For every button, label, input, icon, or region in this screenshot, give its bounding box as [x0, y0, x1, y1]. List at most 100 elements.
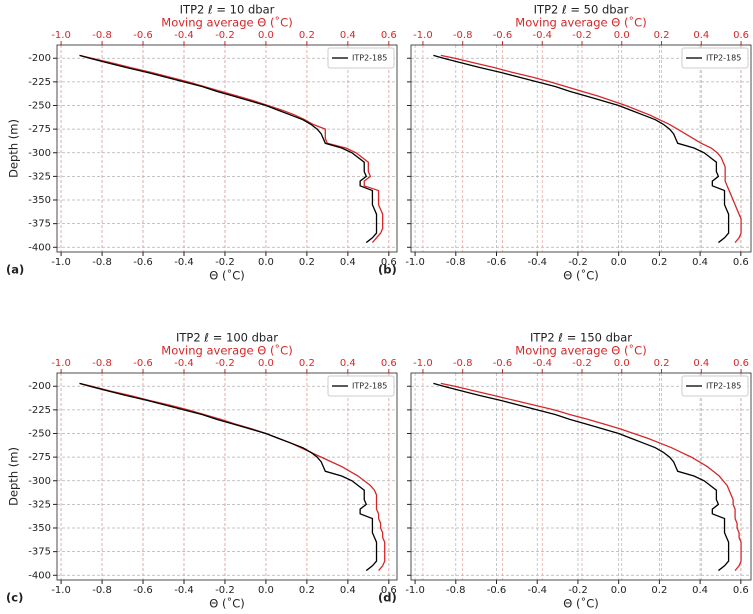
y-tick-label: -200 [28, 381, 51, 392]
legend-label: ITP2-185 [352, 382, 387, 391]
y-tick-label: -300 [28, 148, 51, 159]
x-tick-label: 0.4 [340, 257, 356, 268]
x-tick-label: 0.2 [651, 257, 667, 268]
legend-label: ITP2-185 [352, 54, 387, 63]
x2-tick-label: -1.0 [413, 30, 433, 41]
x-tick-label: 0.4 [340, 585, 356, 596]
panel-label: (c) [6, 591, 23, 605]
x-tick-label: 0.0 [258, 257, 274, 268]
x2-tick-label: -0.4 [532, 30, 552, 41]
subplot-title: ITP2 ℓ = 150 dbar [530, 331, 632, 345]
y-tick-label: -250 [28, 428, 51, 439]
x2-tick-label: -0.4 [174, 358, 194, 369]
x-tick-label: 0.4 [692, 257, 708, 268]
axes-frame [410, 44, 752, 253]
y-axis-label: Depth (m) [7, 447, 21, 506]
profile-line [79, 382, 386, 571]
x-tick-label: -0.8 [446, 585, 466, 596]
x-tick-label: 0.0 [258, 585, 274, 596]
x2-tick-label: -0.2 [572, 358, 592, 369]
x2-tick-label: 0.4 [693, 30, 709, 41]
y-tick-label: -275 [28, 452, 51, 463]
x-tick-label: -0.8 [92, 585, 112, 596]
x-tick-label: -1.0 [51, 585, 71, 596]
x-tick-label: 0.6 [381, 257, 397, 268]
x-tick-label: 0.4 [692, 585, 708, 596]
y-tick-label: -400 [28, 242, 51, 253]
x2-tick-label: 0.4 [693, 358, 709, 369]
x2-tick-label: -0.8 [453, 358, 473, 369]
x2-tick-label: 0.0 [614, 358, 630, 369]
x-axis-label: Θ (˚C) [563, 268, 598, 283]
x2-tick-label: 0.6 [381, 30, 397, 41]
profile-line [79, 382, 378, 572]
x-axis-label: Θ (˚C) [563, 596, 598, 611]
x2-tick-label: 0.4 [340, 30, 356, 41]
y-axis-label: Depth (m) [7, 119, 21, 178]
y-tick-label: -375 [28, 219, 51, 230]
x2-tick-label: -0.4 [532, 358, 552, 369]
x2-tick-label: 0.6 [381, 358, 397, 369]
subplot-title: ITP2 ℓ = 50 dbar [534, 3, 629, 17]
legend-box [327, 47, 395, 69]
x-tick-label: -1.0 [405, 257, 425, 268]
x2-tick-label: -0.8 [92, 30, 112, 41]
profile-line [433, 54, 730, 244]
x2-tick-label: 0.2 [299, 30, 315, 41]
legend-label: ITP2-185 [706, 382, 741, 391]
top-axis-label: Moving average Θ (˚C) [161, 15, 292, 30]
top-axis-label: Moving average Θ (˚C) [515, 15, 646, 30]
x-tick-label: -0.6 [133, 585, 153, 596]
y-tick-label: -200 [28, 53, 51, 64]
x2-tick-label: 0.0 [614, 30, 630, 41]
x2-tick-label: 0.2 [654, 30, 670, 41]
panel-label: (d) [378, 591, 397, 605]
y-tick-label: -275 [28, 124, 51, 135]
x-tick-label: 0.6 [381, 585, 397, 596]
x2-tick-label: -0.6 [133, 30, 153, 41]
profile-line [440, 382, 742, 571]
x-tick-label: -0.2 [215, 257, 235, 268]
subplot-title: ITP2 ℓ = 100 dbar [176, 331, 278, 345]
y-tick-label: -325 [28, 171, 51, 182]
x2-tick-label: 0.4 [340, 358, 356, 369]
legend-label: ITP2-185 [706, 54, 741, 63]
x2-tick-label: -0.6 [133, 358, 153, 369]
axes-frame [56, 44, 398, 253]
x-tick-label: -1.0 [405, 585, 425, 596]
top-axis-label: Moving average Θ (˚C) [515, 343, 646, 358]
axes-frame [56, 372, 398, 581]
x2-tick-label: -0.2 [215, 358, 235, 369]
x-tick-label: 0.2 [299, 257, 315, 268]
x2-tick-label: -1.0 [51, 30, 71, 41]
x-tick-label: -0.6 [487, 257, 507, 268]
x-tick-label: -0.6 [133, 257, 153, 268]
y-tick-label: -375 [28, 547, 51, 558]
x-tick-label: -0.6 [487, 585, 507, 596]
profile-line [440, 54, 742, 243]
panel-label: (a) [6, 263, 24, 277]
x-tick-label: 0.2 [651, 585, 667, 596]
x-tick-label: -0.8 [446, 257, 466, 268]
y-tick-label: -350 [28, 523, 51, 534]
x2-tick-label: 0.2 [654, 358, 670, 369]
y-tick-label: -250 [28, 100, 51, 111]
x-tick-label: 0.0 [611, 585, 627, 596]
legend-box [681, 47, 749, 69]
x2-tick-label: 0.0 [258, 30, 274, 41]
x-tick-label: 0.6 [733, 585, 749, 596]
y-tick-label: -225 [28, 77, 51, 88]
panel-label: (b) [378, 263, 397, 277]
legend-box [681, 375, 749, 397]
x2-tick-label: 0.2 [299, 358, 315, 369]
x2-tick-label: -1.0 [413, 358, 433, 369]
x2-tick-label: -0.2 [572, 30, 592, 41]
x-tick-label: 0.6 [733, 257, 749, 268]
x-tick-label: -0.4 [527, 585, 547, 596]
x2-tick-label: -0.6 [493, 358, 513, 369]
x2-tick-label: 0.0 [258, 358, 274, 369]
